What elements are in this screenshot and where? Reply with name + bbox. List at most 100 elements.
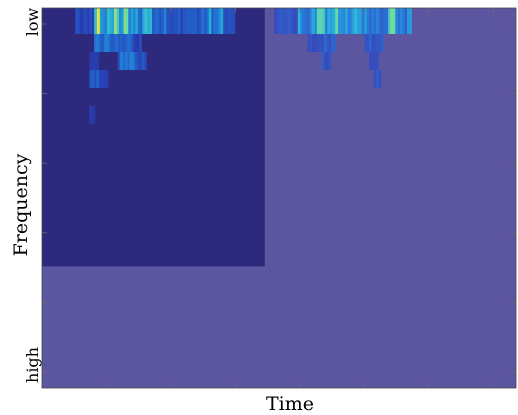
heatmap-cell — [309, 8, 313, 34]
heatmap-cell — [332, 8, 336, 34]
heatmap-cell — [156, 8, 160, 34]
heatmap-cell — [300, 8, 303, 34]
heatmap-cell — [364, 8, 367, 34]
heatmap-cell — [136, 34, 140, 52]
heatmap-cell — [340, 8, 344, 34]
heatmap-cell — [106, 8, 110, 34]
heatmap-cell — [105, 34, 109, 52]
heatmap-cell — [117, 34, 121, 52]
heatmap-cell — [402, 8, 405, 34]
heatmap-cell — [182, 8, 186, 34]
heatmap-cell — [94, 70, 97, 88]
heatmap-cell — [378, 70, 382, 88]
plot-frame — [41, 7, 517, 389]
heatmap-cell — [194, 8, 198, 34]
heatmap-cell — [91, 52, 95, 70]
heatmap-cell — [121, 8, 124, 34]
heatmap-cell — [319, 34, 322, 52]
heatmap-cell — [395, 8, 398, 34]
heatmap-cell — [326, 52, 330, 70]
heatmap-cell — [128, 8, 131, 34]
heatmap-cell — [120, 34, 123, 52]
heatmap-cell — [101, 34, 104, 52]
heatmap-cell — [312, 34, 315, 52]
heatmap-cell — [337, 8, 341, 34]
heatmap-cell — [324, 34, 327, 52]
heatmap-cell — [290, 8, 293, 34]
heatmap-cell — [220, 8, 224, 34]
heatmap-cell — [335, 8, 339, 34]
heatmap-cell — [326, 34, 330, 52]
heatmap-cell — [378, 34, 382, 52]
heatmap-cell — [109, 8, 112, 34]
heatmap-cell — [111, 8, 115, 34]
heatmap-cell — [77, 8, 81, 34]
heatmap-cell — [404, 8, 408, 34]
heatmap-cell — [142, 8, 146, 34]
heatmap-cell — [114, 8, 117, 34]
x-axis-label: Time — [266, 393, 314, 415]
heatmap-cell — [292, 8, 296, 34]
heatmap-cell — [321, 34, 325, 52]
heatmap-cell — [350, 8, 353, 34]
heatmap-cell — [366, 8, 370, 34]
heatmap-cell — [187, 8, 191, 34]
heatmap-cell — [96, 34, 100, 52]
heatmap-cell — [380, 34, 384, 52]
heatmap-cell — [189, 8, 193, 34]
heatmap-cell — [104, 8, 108, 34]
heatmap-cell — [173, 8, 176, 34]
heatmap-cell — [208, 8, 212, 34]
heatmap-cell — [327, 8, 331, 34]
heatmap-cell — [297, 8, 301, 34]
heatmap-cell — [330, 8, 334, 34]
heatmap-cell — [307, 8, 311, 34]
heatmap-cell — [175, 8, 179, 34]
heatmap-cell — [139, 52, 142, 70]
heatmap-cell — [357, 8, 360, 34]
heatmap-cell — [120, 52, 123, 70]
heatmap-cell — [124, 52, 128, 70]
heatmap-cell — [159, 8, 162, 34]
heatmap-cell — [94, 8, 98, 34]
heatmap-cell — [136, 52, 140, 70]
heatmap-cell — [345, 8, 349, 34]
heatmap-cell — [385, 8, 389, 34]
heatmap-cell — [118, 8, 122, 34]
heatmap-cell — [392, 8, 396, 34]
heatmap-cell — [87, 8, 90, 34]
heatmap-cell — [103, 34, 107, 52]
heatmap-cell — [110, 34, 114, 52]
heatmap-cell — [199, 8, 203, 34]
heatmap-cell — [133, 8, 136, 34]
heatmap-cell — [397, 8, 401, 34]
heatmap-cell — [99, 8, 103, 34]
heatmap-cell — [103, 70, 107, 88]
heatmap-cell — [333, 34, 337, 52]
heatmap-cell — [342, 8, 346, 34]
heatmap-cell — [376, 8, 379, 34]
heatmap-cell — [201, 8, 205, 34]
heatmap-cell — [215, 8, 219, 34]
heatmap-cell — [98, 34, 102, 52]
heatmap-cell — [137, 8, 141, 34]
heatmap-cell — [284, 8, 288, 34]
heatmap-cell — [132, 52, 135, 70]
heatmap-cell — [108, 34, 112, 52]
heatmap-cell — [101, 70, 104, 88]
heatmap-cell — [287, 8, 291, 34]
heatmap-cell — [369, 52, 372, 70]
heatmap-cells — [75, 8, 413, 124]
heatmap-cell — [376, 34, 379, 52]
heatmap-cell — [132, 34, 135, 52]
heatmap-cell — [227, 8, 231, 34]
heatmap-cell — [376, 70, 379, 88]
heatmap-cell — [163, 8, 167, 34]
heatmap-cell — [144, 8, 148, 34]
heatmap-cell — [79, 8, 83, 34]
heatmap-cell — [123, 8, 127, 34]
heatmap-cell — [347, 8, 351, 34]
heatmap-cell — [373, 34, 377, 52]
heatmap-cell — [331, 34, 334, 52]
